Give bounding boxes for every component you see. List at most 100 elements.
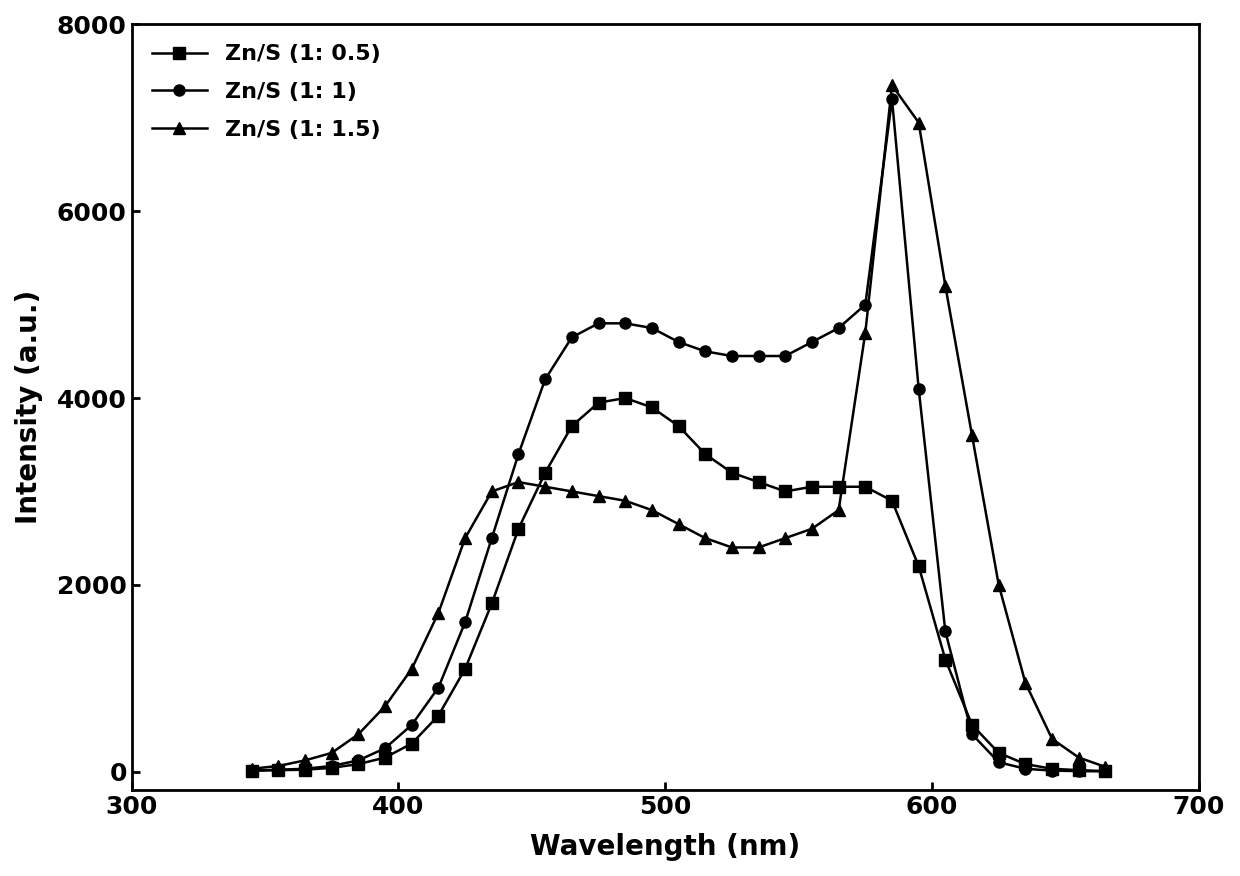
Zn/S (1: 1): (375, 60): 1): (375, 60) xyxy=(325,760,340,771)
Zn/S (1: 1.5): (455, 3.05e+03): 1.5): (455, 3.05e+03) xyxy=(538,482,553,492)
Zn/S (1: 1.5): (405, 1.1e+03): 1.5): (405, 1.1e+03) xyxy=(404,664,419,675)
Zn/S (1: 1): (345, 10): 1): (345, 10) xyxy=(244,766,259,776)
Zn/S (1: 1): (525, 4.45e+03): 1): (525, 4.45e+03) xyxy=(724,350,739,361)
Line: Zn/S (1: 1.5): Zn/S (1: 1.5) xyxy=(246,80,1111,774)
Zn/S (1: 1.5): (515, 2.5e+03): 1.5): (515, 2.5e+03) xyxy=(698,533,713,543)
Zn/S (1: 0.5): (375, 40): 0.5): (375, 40) xyxy=(325,763,340,774)
Y-axis label: Intensity (a.u.): Intensity (a.u.) xyxy=(15,290,43,525)
Zn/S (1: 1): (605, 1.5e+03): 1): (605, 1.5e+03) xyxy=(937,626,952,637)
Zn/S (1: 0.5): (345, 10): 0.5): (345, 10) xyxy=(244,766,259,776)
Zn/S (1: 1): (495, 4.75e+03): 1): (495, 4.75e+03) xyxy=(645,322,660,333)
Zn/S (1: 1): (465, 4.65e+03): 1): (465, 4.65e+03) xyxy=(564,332,579,343)
Zn/S (1: 1): (555, 4.6e+03): 1): (555, 4.6e+03) xyxy=(805,336,820,347)
Zn/S (1: 0.5): (415, 600): 0.5): (415, 600) xyxy=(432,710,446,721)
Zn/S (1: 1.5): (555, 2.6e+03): 1.5): (555, 2.6e+03) xyxy=(805,524,820,534)
Zn/S (1: 1): (585, 7.2e+03): 1): (585, 7.2e+03) xyxy=(884,94,899,104)
Zn/S (1: 1): (435, 2.5e+03): 1): (435, 2.5e+03) xyxy=(485,533,500,543)
Zn/S (1: 0.5): (475, 3.95e+03): 0.5): (475, 3.95e+03) xyxy=(591,398,606,408)
Zn/S (1: 1): (515, 4.5e+03): 1): (515, 4.5e+03) xyxy=(698,346,713,357)
Zn/S (1: 1.5): (445, 3.1e+03): 1.5): (445, 3.1e+03) xyxy=(511,477,526,487)
Zn/S (1: 1): (455, 4.2e+03): 1): (455, 4.2e+03) xyxy=(538,374,553,385)
X-axis label: Wavelength (nm): Wavelength (nm) xyxy=(529,833,800,861)
Zn/S (1: 1): (445, 3.4e+03): 1): (445, 3.4e+03) xyxy=(511,449,526,459)
Zn/S (1: 0.5): (485, 4e+03): 0.5): (485, 4e+03) xyxy=(618,392,632,403)
Zn/S (1: 1): (485, 4.8e+03): 1): (485, 4.8e+03) xyxy=(618,318,632,328)
Zn/S (1: 1): (625, 100): 1): (625, 100) xyxy=(991,757,1006,767)
Zn/S (1: 1.5): (545, 2.5e+03): 1.5): (545, 2.5e+03) xyxy=(777,533,792,543)
Zn/S (1: 1): (645, 10): 1): (645, 10) xyxy=(1044,766,1059,776)
Zn/S (1: 1): (395, 250): 1): (395, 250) xyxy=(378,743,393,753)
Zn/S (1: 1): (365, 30): 1): (365, 30) xyxy=(298,764,312,774)
Zn/S (1: 1.5): (645, 350): 1.5): (645, 350) xyxy=(1044,733,1059,744)
Zn/S (1: 1): (415, 900): 1): (415, 900) xyxy=(432,682,446,693)
Zn/S (1: 1.5): (505, 2.65e+03): 1.5): (505, 2.65e+03) xyxy=(671,519,686,529)
Zn/S (1: 0.5): (365, 20): 0.5): (365, 20) xyxy=(298,765,312,775)
Zn/S (1: 1.5): (655, 150): 1.5): (655, 150) xyxy=(1071,752,1086,763)
Zn/S (1: 1): (595, 4.1e+03): 1): (595, 4.1e+03) xyxy=(911,384,926,394)
Zn/S (1: 0.5): (465, 3.7e+03): 0.5): (465, 3.7e+03) xyxy=(564,420,579,431)
Zn/S (1: 1): (535, 4.45e+03): 1): (535, 4.45e+03) xyxy=(751,350,766,361)
Zn/S (1: 0.5): (595, 2.2e+03): 0.5): (595, 2.2e+03) xyxy=(911,561,926,571)
Zn/S (1: 1): (385, 120): 1): (385, 120) xyxy=(351,755,366,766)
Zn/S (1: 1): (545, 4.45e+03): 1): (545, 4.45e+03) xyxy=(777,350,792,361)
Zn/S (1: 1.5): (615, 3.6e+03): 1.5): (615, 3.6e+03) xyxy=(965,430,980,441)
Zn/S (1: 0.5): (665, 5): 0.5): (665, 5) xyxy=(1097,766,1112,776)
Zn/S (1: 1.5): (395, 700): 1.5): (395, 700) xyxy=(378,701,393,711)
Zn/S (1: 0.5): (535, 3.1e+03): 0.5): (535, 3.1e+03) xyxy=(751,477,766,487)
Zn/S (1: 1): (655, 5): 1): (655, 5) xyxy=(1071,766,1086,776)
Zn/S (1: 0.5): (425, 1.1e+03): 0.5): (425, 1.1e+03) xyxy=(458,664,472,675)
Legend: Zn/S (1: 0.5), Zn/S (1: 1), Zn/S (1: 1.5): Zn/S (1: 0.5), Zn/S (1: 1), Zn/S (1: 1.5… xyxy=(143,36,389,149)
Zn/S (1: 0.5): (605, 1.2e+03): 0.5): (605, 1.2e+03) xyxy=(937,654,952,665)
Zn/S (1: 0.5): (645, 30): 0.5): (645, 30) xyxy=(1044,764,1059,774)
Zn/S (1: 1.5): (465, 3e+03): 1.5): (465, 3e+03) xyxy=(564,486,579,497)
Zn/S (1: 1.5): (355, 60): 1.5): (355, 60) xyxy=(270,760,285,771)
Zn/S (1: 1): (505, 4.6e+03): 1): (505, 4.6e+03) xyxy=(671,336,686,347)
Zn/S (1: 1.5): (565, 2.8e+03): 1.5): (565, 2.8e+03) xyxy=(831,505,846,515)
Zn/S (1: 0.5): (615, 500): 0.5): (615, 500) xyxy=(965,719,980,730)
Zn/S (1: 1): (405, 500): 1): (405, 500) xyxy=(404,719,419,730)
Zn/S (1: 0.5): (565, 3.05e+03): 0.5): (565, 3.05e+03) xyxy=(831,482,846,492)
Zn/S (1: 1.5): (475, 2.95e+03): 1.5): (475, 2.95e+03) xyxy=(591,491,606,501)
Zn/S (1: 1.5): (425, 2.5e+03): 1.5): (425, 2.5e+03) xyxy=(458,533,472,543)
Zn/S (1: 1.5): (485, 2.9e+03): 1.5): (485, 2.9e+03) xyxy=(618,496,632,506)
Zn/S (1: 1): (565, 4.75e+03): 1): (565, 4.75e+03) xyxy=(831,322,846,333)
Zn/S (1: 1.5): (595, 6.95e+03): 1.5): (595, 6.95e+03) xyxy=(911,117,926,128)
Zn/S (1: 1): (575, 5e+03): 1): (575, 5e+03) xyxy=(858,300,873,310)
Zn/S (1: 0.5): (405, 300): 0.5): (405, 300) xyxy=(404,738,419,749)
Zn/S (1: 0.5): (525, 3.2e+03): 0.5): (525, 3.2e+03) xyxy=(724,468,739,478)
Zn/S (1: 0.5): (445, 2.6e+03): 0.5): (445, 2.6e+03) xyxy=(511,524,526,534)
Zn/S (1: 1.5): (435, 3e+03): 1.5): (435, 3e+03) xyxy=(485,486,500,497)
Zn/S (1: 1.5): (585, 7.35e+03): 1.5): (585, 7.35e+03) xyxy=(884,80,899,90)
Zn/S (1: 1): (425, 1.6e+03): 1): (425, 1.6e+03) xyxy=(458,617,472,627)
Zn/S (1: 0.5): (635, 80): 0.5): (635, 80) xyxy=(1018,759,1033,769)
Zn/S (1: 0.5): (385, 80): 0.5): (385, 80) xyxy=(351,759,366,769)
Zn/S (1: 1.5): (345, 30): 1.5): (345, 30) xyxy=(244,764,259,774)
Zn/S (1: 1.5): (365, 120): 1.5): (365, 120) xyxy=(298,755,312,766)
Zn/S (1: 1.5): (495, 2.8e+03): 1.5): (495, 2.8e+03) xyxy=(645,505,660,515)
Zn/S (1: 1.5): (385, 400): 1.5): (385, 400) xyxy=(351,729,366,739)
Zn/S (1: 0.5): (495, 3.9e+03): 0.5): (495, 3.9e+03) xyxy=(645,402,660,413)
Zn/S (1: 1.5): (575, 4.7e+03): 1.5): (575, 4.7e+03) xyxy=(858,328,873,338)
Zn/S (1: 0.5): (545, 3e+03): 0.5): (545, 3e+03) xyxy=(777,486,792,497)
Zn/S (1: 1): (665, 2): 1): (665, 2) xyxy=(1097,766,1112,777)
Zn/S (1: 0.5): (555, 3.05e+03): 0.5): (555, 3.05e+03) xyxy=(805,482,820,492)
Zn/S (1: 0.5): (505, 3.7e+03): 0.5): (505, 3.7e+03) xyxy=(671,420,686,431)
Zn/S (1: 0.5): (655, 15): 0.5): (655, 15) xyxy=(1071,765,1086,775)
Zn/S (1: 0.5): (455, 3.2e+03): 0.5): (455, 3.2e+03) xyxy=(538,468,553,478)
Zn/S (1: 1): (475, 4.8e+03): 1): (475, 4.8e+03) xyxy=(591,318,606,328)
Zn/S (1: 0.5): (575, 3.05e+03): 0.5): (575, 3.05e+03) xyxy=(858,482,873,492)
Zn/S (1: 1): (635, 30): 1): (635, 30) xyxy=(1018,764,1033,774)
Zn/S (1: 1.5): (415, 1.7e+03): 1.5): (415, 1.7e+03) xyxy=(432,608,446,618)
Zn/S (1: 0.5): (585, 2.9e+03): 0.5): (585, 2.9e+03) xyxy=(884,496,899,506)
Zn/S (1: 1.5): (525, 2.4e+03): 1.5): (525, 2.4e+03) xyxy=(724,542,739,553)
Zn/S (1: 1.5): (535, 2.4e+03): 1.5): (535, 2.4e+03) xyxy=(751,542,766,553)
Zn/S (1: 0.5): (355, 15): 0.5): (355, 15) xyxy=(270,765,285,775)
Zn/S (1: 0.5): (435, 1.8e+03): 0.5): (435, 1.8e+03) xyxy=(485,598,500,609)
Zn/S (1: 0.5): (515, 3.4e+03): 0.5): (515, 3.4e+03) xyxy=(698,449,713,459)
Zn/S (1: 1.5): (665, 50): 1.5): (665, 50) xyxy=(1097,761,1112,772)
Zn/S (1: 1.5): (605, 5.2e+03): 1.5): (605, 5.2e+03) xyxy=(937,280,952,291)
Zn/S (1: 1.5): (635, 950): 1.5): (635, 950) xyxy=(1018,678,1033,689)
Line: Zn/S (1: 1): Zn/S (1: 1) xyxy=(246,94,1111,777)
Zn/S (1: 0.5): (395, 150): 0.5): (395, 150) xyxy=(378,752,393,763)
Zn/S (1: 1): (355, 20): 1): (355, 20) xyxy=(270,765,285,775)
